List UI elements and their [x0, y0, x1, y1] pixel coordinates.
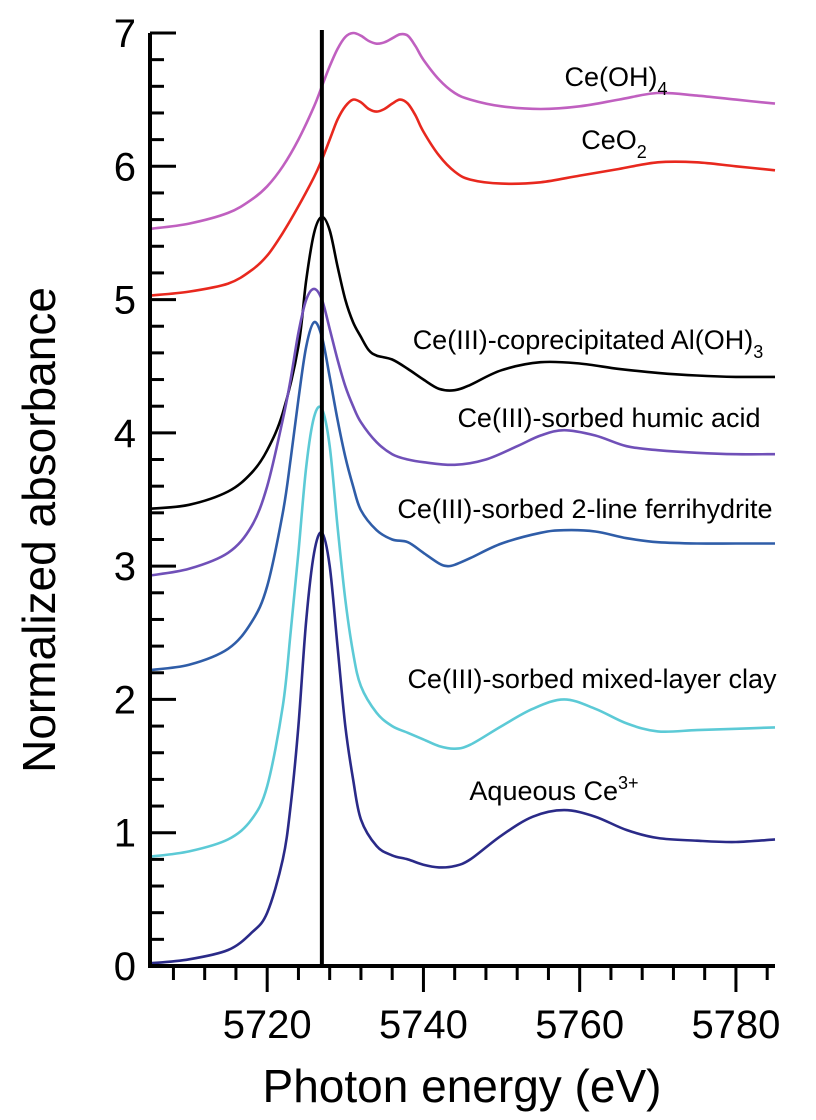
x-tick-label: 5740	[379, 1003, 468, 1047]
series-line-6	[149, 531, 776, 965]
series-label-4: Ce(III)-sorbed 2-line ferrihydrite	[397, 494, 772, 524]
series-labels: Ce(OH)4 CeO2 Ce(III)-coprecipitated Al(OH)…	[397, 62, 777, 806]
series-label-3: Ce(III)-sorbed humic acid	[457, 403, 760, 433]
y-tick-label: 6	[114, 145, 136, 189]
y-tick-label: 7	[114, 12, 136, 56]
x-tick-label: 5760	[535, 1003, 624, 1047]
series-line-2	[149, 215, 776, 511]
axes: 0 1 2 3 4 5 6 7 5720 5740 5760 5780	[114, 12, 781, 1047]
x-axis-title: Photon energy (eV)	[263, 1060, 662, 1112]
y-axis-title: Normalized absorbance	[13, 287, 65, 773]
series-line-5	[149, 405, 776, 858]
series-line-0	[149, 31, 776, 231]
series-label-5: Ce(III)-sorbed mixed-layer clay	[407, 664, 777, 694]
y-tick-label: 4	[114, 412, 136, 456]
y-tick-label: 2	[114, 678, 136, 722]
x-tick-label: 5780	[691, 1003, 780, 1047]
series-label-6: Aqueous Ce3+	[469, 773, 638, 806]
y-tick-label: 5	[114, 279, 136, 323]
series-line-1	[149, 98, 776, 297]
series-label-1: CeO2	[581, 125, 647, 162]
series-line-4	[149, 320, 775, 672]
y-tick-label: 0	[114, 945, 136, 989]
series-line-3	[149, 287, 776, 577]
series-label-0: Ce(OH)4	[564, 62, 667, 99]
y-tick-label: 1	[114, 812, 136, 856]
y-tick-label: 3	[114, 545, 136, 589]
series-label-2: Ce(III)-coprecipitated Al(OH)3	[413, 325, 764, 362]
series-curves	[149, 31, 776, 965]
x-tick-label: 5720	[223, 1003, 312, 1047]
